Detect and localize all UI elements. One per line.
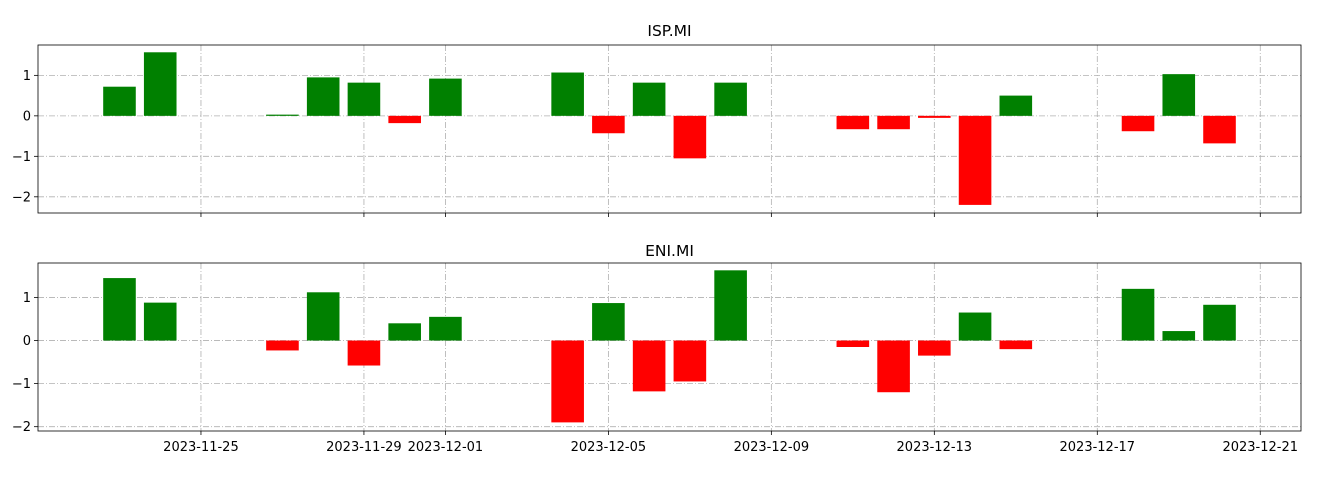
bar-2023-12-19 — [1162, 331, 1196, 341]
axes-frame — [37, 44, 1302, 214]
bar-2023-12-19 — [1162, 74, 1196, 116]
bar-2023-12-20 — [1203, 115, 1236, 144]
y-tick-label: 0 — [23, 334, 31, 349]
bar-2023-12-15 — [999, 95, 1033, 116]
y-tick-label: 1 — [23, 291, 31, 306]
bar-2023-12-11 — [836, 340, 870, 347]
bar-2023-11-28 — [306, 292, 340, 341]
bar-2023-11-24 — [143, 302, 177, 341]
bar-2023-12-05 — [592, 303, 625, 341]
bar-2023-12-04 — [551, 340, 584, 423]
bar-2023-11-23 — [103, 86, 136, 116]
bar-2023-12-18 — [1121, 115, 1155, 132]
bar-2023-12-12 — [877, 115, 910, 130]
bar-2023-12-14 — [958, 115, 992, 205]
bar-2023-11-28 — [306, 77, 340, 116]
bar-2023-11-30 — [388, 323, 421, 341]
bar-2023-12-07 — [673, 115, 707, 159]
bar-2023-12-08 — [714, 82, 747, 116]
bar-2023-12-07 — [673, 340, 707, 382]
bar-2023-12-12 — [877, 340, 910, 393]
bar-2023-12-13 — [918, 115, 951, 118]
axes-frame — [37, 262, 1302, 432]
bar-2023-12-04 — [551, 72, 584, 116]
y-tick-label: −2 — [12, 190, 31, 205]
bar-2023-12-06 — [632, 340, 666, 392]
x-tick-label: 2023-11-25 — [163, 440, 239, 455]
y-tick-label: −1 — [12, 377, 31, 392]
bar-2023-12-11 — [836, 115, 870, 130]
subplot-0: −2 −1 0 1 ISP.MI — [12, 22, 1302, 217]
x-tick-label: 2023-12-05 — [571, 440, 647, 455]
y-tick-label: −1 — [12, 150, 31, 165]
x-tick-label: 2023-12-09 — [734, 440, 810, 455]
y-tick-label: 1 — [23, 69, 31, 84]
x-tick-label: 2023-12-01 — [408, 440, 484, 455]
subplot-1: −2 −1 0 1 2023-11-25 2023-11-29 2023-12-01 2023… — [12, 242, 1302, 455]
bar-2023-12-05 — [592, 115, 625, 134]
bar-2023-11-29 — [347, 340, 381, 366]
bar-2023-11-29 — [347, 82, 381, 116]
bar-2023-12-18 — [1121, 288, 1155, 341]
bar-2023-12-13 — [918, 340, 951, 356]
bar-2023-12-06 — [632, 82, 666, 116]
x-tick-label: 2023-12-17 — [1060, 440, 1136, 455]
y-tick-label: 0 — [23, 109, 31, 124]
bar-2023-11-24 — [143, 52, 177, 116]
chart-title: ISP.MI — [647, 22, 691, 40]
bar-2023-11-23 — [103, 278, 136, 341]
chart-title: ENI.MI — [645, 242, 694, 260]
y-tick-label: −2 — [12, 420, 31, 435]
bar-2023-12-15 — [999, 340, 1033, 350]
bar-2023-11-30 — [388, 115, 421, 124]
x-tick-label: 2023-12-13 — [897, 440, 973, 455]
bar-2023-11-27 — [266, 340, 299, 351]
bar-2023-12-01 — [429, 78, 462, 116]
bar-2023-12-14 — [958, 312, 992, 341]
bar-2023-12-01 — [429, 316, 462, 341]
bar-2023-12-20 — [1203, 304, 1236, 341]
x-tick-label: 2023-11-29 — [326, 440, 402, 455]
bar-2023-12-08 — [714, 270, 747, 341]
bar-2023-11-27 — [266, 114, 299, 116]
x-tick-label: 2023-12-21 — [1222, 440, 1298, 455]
